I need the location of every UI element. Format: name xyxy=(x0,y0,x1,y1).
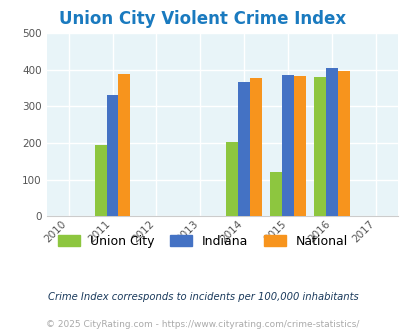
Legend: Union City, Indiana, National: Union City, Indiana, National xyxy=(53,230,352,253)
Bar xyxy=(293,76,305,216)
Bar xyxy=(118,74,130,216)
Bar xyxy=(337,72,349,216)
Bar xyxy=(249,78,261,216)
Text: Crime Index corresponds to incidents per 100,000 inhabitants: Crime Index corresponds to incidents per… xyxy=(47,292,358,302)
Bar xyxy=(325,68,337,216)
Bar xyxy=(226,142,238,216)
Bar xyxy=(107,95,118,216)
Bar xyxy=(270,172,281,216)
Text: Union City Violent Crime Index: Union City Violent Crime Index xyxy=(59,10,346,28)
Bar xyxy=(313,77,325,216)
Bar xyxy=(238,82,249,216)
Bar xyxy=(281,75,293,216)
Bar xyxy=(94,145,107,216)
Text: © 2025 CityRating.com - https://www.cityrating.com/crime-statistics/: © 2025 CityRating.com - https://www.city… xyxy=(46,320,359,329)
